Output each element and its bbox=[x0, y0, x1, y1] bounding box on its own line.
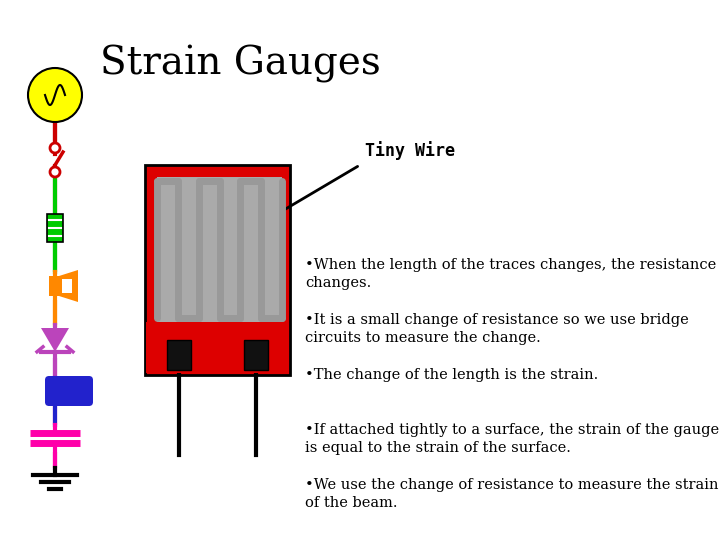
Bar bbox=[244, 340, 268, 370]
Bar bbox=[145, 165, 290, 375]
Text: •If attached tightly to a surface, the strain of the gauge is equal to the strai: •If attached tightly to a surface, the s… bbox=[305, 423, 719, 455]
Bar bbox=[47, 214, 63, 242]
Circle shape bbox=[28, 68, 82, 122]
Text: Tiny Wire: Tiny Wire bbox=[365, 141, 455, 160]
Circle shape bbox=[50, 143, 60, 153]
Bar bbox=[49, 276, 59, 296]
Text: •We use the change of resistance to measure the strain of the beam.: •We use the change of resistance to meas… bbox=[305, 478, 719, 510]
Polygon shape bbox=[59, 270, 78, 302]
Text: •When the length of the traces changes, the resistance changes.: •When the length of the traces changes, … bbox=[305, 258, 716, 291]
Text: •It is a small change of resistance so we use bridge circuits to measure the cha: •It is a small change of resistance so w… bbox=[305, 313, 689, 346]
Circle shape bbox=[50, 167, 60, 177]
Polygon shape bbox=[41, 328, 69, 352]
Bar bbox=[62, 279, 72, 293]
Text: •The change of the length is the strain.: •The change of the length is the strain. bbox=[305, 368, 598, 382]
FancyBboxPatch shape bbox=[45, 376, 93, 406]
Text: Strain Gauges: Strain Gauges bbox=[100, 45, 381, 83]
Bar bbox=[157, 177, 282, 322]
Bar bbox=[146, 322, 289, 373]
Bar bbox=[167, 340, 191, 370]
